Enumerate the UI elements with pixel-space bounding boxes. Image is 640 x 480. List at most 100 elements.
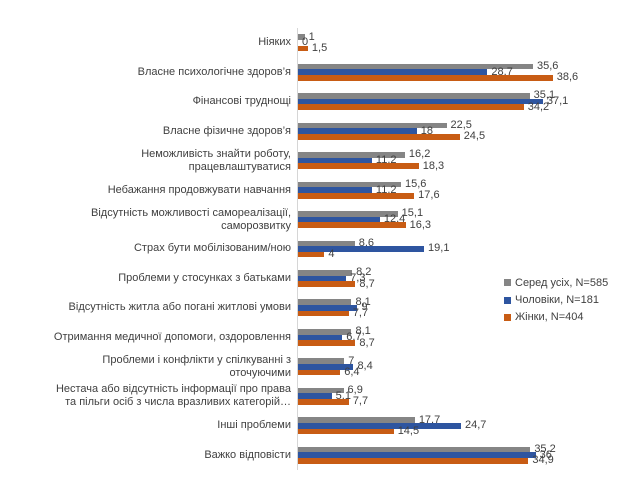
bar-series-2	[298, 340, 356, 346]
category-bars: 8,1 9 7,7	[298, 293, 371, 322]
bar-series-2	[298, 75, 553, 81]
bar-series-1	[298, 305, 358, 311]
value-label: 19,1	[428, 242, 450, 255]
bar-series-2	[298, 192, 415, 199]
category-label: Відсутність житла або погані житлові умо…	[68, 301, 291, 314]
bar-series-0	[298, 63, 533, 70]
category-bars: 15,1 12,4 16,3	[298, 205, 431, 234]
category-label: Інші проблеми	[217, 419, 291, 432]
category-bars: 7 8,4 6,4	[298, 352, 373, 381]
value-label: 28,7	[491, 65, 513, 78]
value-label: 7	[348, 354, 355, 367]
bar-series-0	[298, 240, 355, 247]
value-label: 22,5	[450, 118, 472, 131]
bar-series-0	[298, 34, 305, 40]
value-label: 12,4	[383, 213, 406, 226]
value-label: 16,3	[409, 218, 431, 231]
value-label: 17,7	[418, 413, 441, 426]
category-bars: 22,5 18 24,5	[298, 116, 485, 145]
category-row: Проблеми і конфлікти у спілкуванні з ото…	[0, 352, 640, 381]
value-label: 5,1	[335, 389, 351, 402]
category-row: Власне фізичне здоров’я 22,5 18 24,5	[0, 116, 640, 145]
bar-series-0	[298, 93, 530, 99]
value-label: 24,5	[463, 130, 486, 143]
bar-series-0	[298, 211, 398, 217]
category-label: Проблеми у стосунках з батьками	[118, 271, 291, 284]
bar-series-0	[298, 269, 353, 276]
bar-series-0	[298, 181, 401, 188]
value-label: 8,2	[356, 266, 372, 279]
value-label: 7,7	[352, 307, 369, 320]
bar-series-2	[298, 163, 419, 170]
value-label: 0	[302, 36, 309, 49]
value-label: 6,7	[346, 330, 362, 343]
legend-series-name: Жінки, N=404	[515, 311, 584, 324]
bar-series-2	[298, 45, 308, 52]
value-label: 35,2	[534, 443, 556, 456]
bar-series-2	[298, 104, 524, 111]
value-label: 15,6	[404, 177, 427, 190]
category-label: Небажання продовжувати навчання	[107, 183, 291, 196]
bar-series-1	[298, 128, 417, 134]
value-label: 24,7	[465, 419, 487, 432]
value-label: 8,1	[355, 295, 371, 308]
category-bars: 8,2 7,3 8,7	[298, 264, 375, 293]
value-label: 34,2	[527, 100, 550, 113]
value-label: 8,7	[359, 336, 375, 349]
bar-series-2	[298, 222, 406, 228]
bar-series-1	[298, 187, 372, 193]
bar-series-1	[298, 334, 343, 341]
category-row: Небажання продовжувати навчання 15,6 11,2 1…	[0, 175, 640, 204]
category-bars: 16,2 11,2 18,3	[298, 146, 444, 175]
legend-swatch-icon	[504, 296, 511, 304]
category-row: Фінансові труднощі 35,1 37,1 34,2	[0, 87, 640, 116]
value-label: 17,6	[418, 189, 440, 202]
category-row: Інші проблеми 17,7 24,7 14,5	[0, 411, 640, 440]
category-row: Нестача або відсутність інформації про п…	[0, 382, 640, 411]
bar-series-1	[298, 275, 347, 282]
category-row: Відсутність можливості самореалізації, с…	[0, 205, 640, 234]
value-label: 15,1	[401, 207, 424, 220]
bar-series-0	[298, 358, 345, 365]
bar-series-1	[298, 157, 372, 164]
bar-series-1	[298, 393, 332, 400]
value-label: 38,6	[556, 71, 579, 84]
category-row: Проблеми у стосунках з батьками 8,2 7,3 8,7	[0, 264, 640, 293]
legend-series-name: Серед усіх, N=585	[515, 276, 609, 289]
value-label: 4	[328, 248, 335, 261]
category-bars: 35,1 37,1 34,2	[298, 87, 568, 116]
legend-item: Жінки, N=404	[504, 309, 608, 326]
bar-series-2	[298, 251, 325, 258]
value-label: 6,4	[344, 366, 360, 378]
category-label: Відсутність можливості самореалізації, с…	[91, 206, 291, 232]
value-label: 36	[539, 448, 552, 461]
bar-series-0	[298, 122, 447, 129]
bar-series-0	[298, 417, 415, 423]
bar-series-0	[298, 446, 531, 453]
category-row: Відсутність житла або погані житлові умо…	[0, 293, 640, 322]
legend-swatch-icon	[504, 279, 511, 287]
category-axis-line	[297, 28, 298, 470]
value-label: 11,2	[375, 154, 397, 167]
value-label: 37,1	[546, 95, 569, 108]
category-label: Важко відповісти	[204, 448, 291, 461]
bar-series-2	[298, 281, 356, 287]
bar-series-1	[298, 422, 462, 429]
value-label: 8,1	[355, 325, 371, 338]
category-label: Ніяких	[258, 36, 291, 49]
legend-item: Чоловіки, N=181	[504, 291, 608, 308]
value-label: 7,3	[350, 271, 366, 284]
value-label: 1	[308, 30, 315, 43]
category-bars: 6,9 5,1 7,7	[298, 382, 368, 411]
bar-series-2	[298, 458, 529, 464]
legend-item: Серед усіх, N=585	[504, 274, 608, 291]
category-label: Власне фізичне здоров’я	[162, 124, 291, 137]
bar-series-2	[298, 399, 349, 405]
bar-series-1	[298, 452, 536, 459]
bar-series-2	[298, 133, 460, 140]
value-label: 8,7	[359, 277, 375, 290]
bar-series-1	[298, 69, 488, 75]
category-row: Отримання медичної допомоги, оздоровленн…	[0, 323, 640, 352]
bar-series-2	[298, 369, 341, 376]
